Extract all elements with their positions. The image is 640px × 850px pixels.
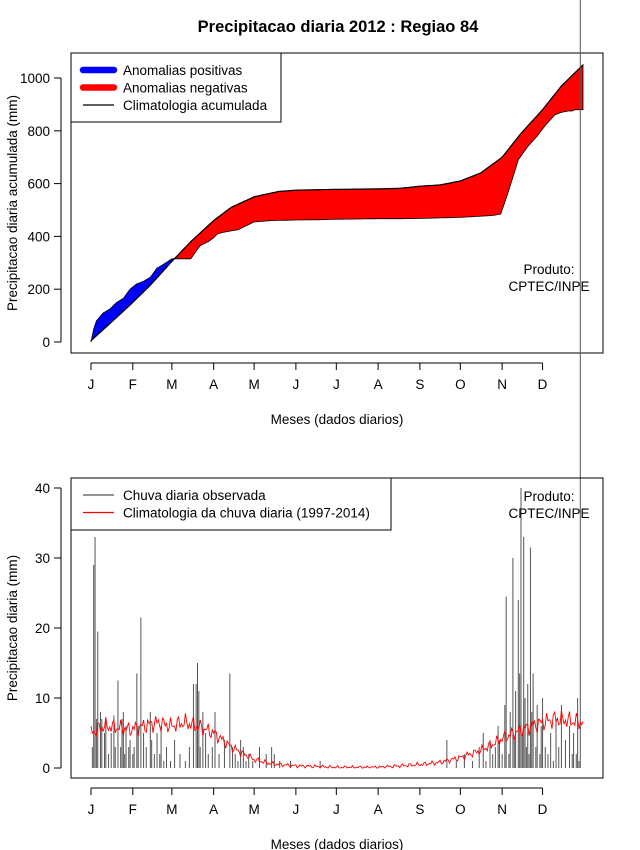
x-tick-label: N bbox=[497, 377, 507, 392]
legend-label: Chuva diaria observada bbox=[123, 488, 266, 503]
x-axis-title: Meses (dados diarios) bbox=[271, 837, 404, 850]
x-tick-label: F bbox=[129, 802, 137, 817]
positive-anomaly-area bbox=[90, 258, 176, 342]
daily-precip-panel: J F M A M J J A S O N D Meses (dados diarios) 0 10 20 30… bbox=[5, 0, 604, 850]
y-tick-label: 400 bbox=[27, 229, 50, 244]
x-axis-title: Meses (dados diarios) bbox=[271, 412, 404, 427]
product-annotation: CPTEC/INPE bbox=[508, 279, 589, 294]
x-tick-label: J bbox=[293, 377, 300, 392]
x-tick-label: J bbox=[333, 802, 340, 817]
product-annotation: CPTEC/INPE bbox=[508, 506, 589, 521]
x-tick-label: A bbox=[209, 377, 218, 392]
legend-label: Anomalias negativas bbox=[123, 81, 248, 96]
y-tick-label: 40 bbox=[35, 481, 50, 496]
y-tick-label: 0 bbox=[42, 761, 50, 776]
legend-label: Anomalias positivas bbox=[123, 63, 243, 78]
x-tick-label: J bbox=[88, 802, 95, 817]
y-tick-label: 200 bbox=[27, 282, 50, 297]
y-tick-label: 600 bbox=[27, 177, 50, 192]
x-tick-label: S bbox=[415, 377, 424, 392]
x-tick-label: M bbox=[248, 802, 259, 817]
x-tick-label: M bbox=[166, 802, 177, 817]
x-tick-label: S bbox=[415, 802, 424, 817]
product-annotation: Produto: bbox=[523, 262, 574, 277]
x-tick-label: O bbox=[455, 802, 466, 817]
figure-title: Precipitacao diaria 2012 : Regiao 84 bbox=[198, 18, 479, 36]
y-tick-label: 800 bbox=[27, 124, 50, 139]
y-tick-label: 10 bbox=[35, 691, 50, 706]
y-tick-label: 0 bbox=[42, 335, 50, 350]
x-tick-label: F bbox=[129, 377, 137, 392]
x-tick-label: J bbox=[333, 377, 340, 392]
x-tick-label: A bbox=[209, 802, 218, 817]
x-tick-label: D bbox=[538, 802, 548, 817]
x-tick-label: J bbox=[88, 377, 95, 392]
climatology-cumulative-line bbox=[90, 64, 584, 342]
climatology-daily-line bbox=[90, 709, 584, 769]
y-axis-title: Precipitacao diaria (mm) bbox=[5, 555, 20, 701]
x-tick-label: J bbox=[293, 802, 300, 817]
x-tick-label: O bbox=[455, 377, 466, 392]
y-tick-label: 1000 bbox=[20, 71, 50, 86]
x-tick-label: M bbox=[248, 377, 259, 392]
x-tick-label: D bbox=[538, 377, 548, 392]
x-tick-label: M bbox=[166, 377, 177, 392]
cumulative-precip-panel: J F M A M J J A S O N D Meses (dados diarios) 0 200 400… bbox=[5, 52, 604, 427]
legend-label: Climatologia da chuva diaria (1997-2014) bbox=[123, 506, 370, 521]
y-tick-label: 20 bbox=[35, 621, 50, 636]
plot-frame bbox=[70, 52, 604, 354]
x-tick-label: N bbox=[497, 802, 507, 817]
legend-label: Climatologia acumulada bbox=[123, 98, 268, 113]
x-tick-label: A bbox=[374, 802, 383, 817]
legend-box bbox=[70, 477, 392, 531]
y-tick-label: 30 bbox=[35, 551, 50, 566]
y-axis-title: Precipitacao diaria acumulada (mm) bbox=[5, 95, 20, 311]
x-tick-label: A bbox=[374, 377, 383, 392]
product-annotation: Produto: bbox=[523, 489, 574, 504]
